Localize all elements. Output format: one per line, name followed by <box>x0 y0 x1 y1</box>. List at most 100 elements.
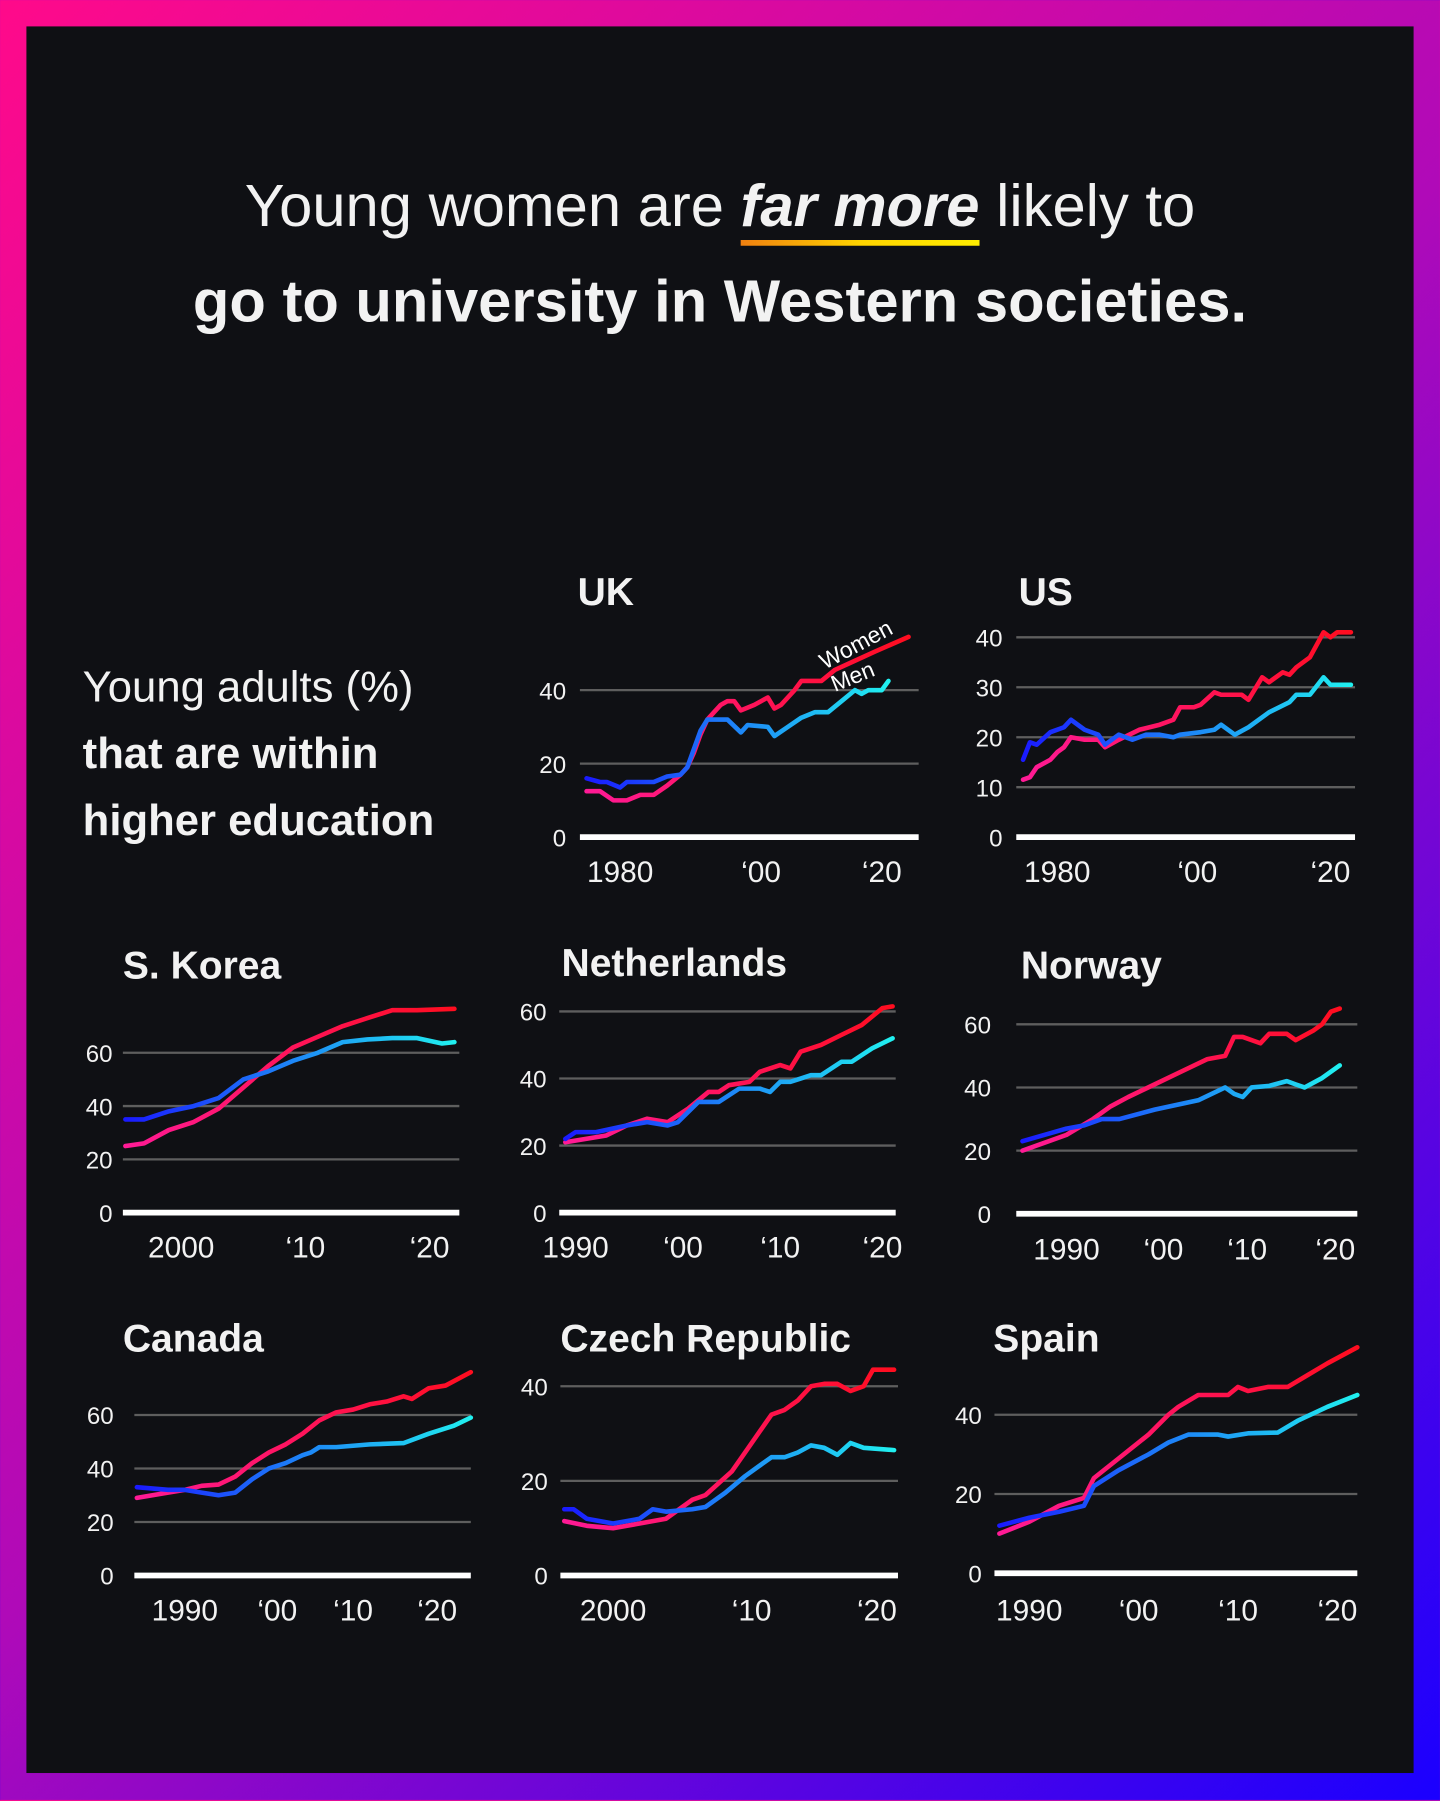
chart-title: Czech Republic <box>560 1318 851 1361</box>
series-line-men <box>584 678 891 790</box>
x-tick-label: ‘00 <box>257 1594 297 1627</box>
x-tick-label: ‘00 <box>1119 1594 1159 1627</box>
y-tick-label: 30 <box>976 675 1003 702</box>
x-tick-label: ‘20 <box>410 1231 450 1264</box>
chart-title: Norway <box>1021 944 1162 987</box>
x-tick-label: ‘20 <box>1318 1594 1358 1627</box>
headline-line-2: go to university in Western societies. <box>192 268 1248 336</box>
series-line-men <box>1020 674 1354 763</box>
side-label-line-2: that are within <box>82 730 379 779</box>
chart-title: UK <box>578 571 634 614</box>
series-line-women <box>1020 1006 1343 1153</box>
chart-title: S. Korea <box>123 944 282 987</box>
x-tick-label: ‘10 <box>285 1231 325 1264</box>
y-tick-label: 20 <box>86 1148 113 1175</box>
x-tick-label: ‘20 <box>1315 1234 1355 1267</box>
x-tick-label: 1980 <box>587 856 653 889</box>
y-tick-label: 0 <box>968 1561 981 1588</box>
x-tick-label: ‘10 <box>732 1594 772 1627</box>
y-tick-label: 40 <box>964 1076 991 1103</box>
y-tick-label: 40 <box>87 1457 114 1484</box>
chart-title: Canada <box>123 1318 264 1361</box>
y-tick-label: 0 <box>534 1564 547 1591</box>
x-tick-label: ‘20 <box>1311 856 1351 889</box>
chart-netherlands: Netherlands 0 20 40 60 1990 ‘00 ‘10 ‘20 <box>520 942 903 1264</box>
y-tick-label: 40 <box>520 1067 547 1094</box>
y-tick-label: 40 <box>976 626 1003 653</box>
series-line-men <box>1020 1063 1343 1144</box>
x-tick-label: 1980 <box>1024 856 1090 889</box>
x-tick-label: 1990 <box>1033 1234 1099 1267</box>
x-tick-label: ‘10 <box>1218 1594 1258 1627</box>
chart-canada: Canada 0 20 40 60 1990 ‘00 ‘10 ‘20 <box>87 1318 474 1627</box>
series-line-women <box>134 1369 474 1501</box>
y-tick-label: 20 <box>521 1469 548 1496</box>
series-line-women <box>123 1006 457 1149</box>
y-tick-label: 0 <box>989 825 1002 852</box>
x-tick-label: ‘10 <box>1227 1234 1267 1267</box>
x-tick-label: 1990 <box>996 1594 1062 1627</box>
x-tick-label: ‘00 <box>1144 1234 1184 1267</box>
x-tick-label: 2000 <box>580 1594 646 1627</box>
y-tick-label: 0 <box>553 825 566 852</box>
series-line-women <box>563 1004 895 1145</box>
side-label-line-1: Young adults (%) <box>82 663 414 712</box>
series-line-men <box>561 1440 897 1526</box>
x-tick-label: ‘00 <box>741 856 781 889</box>
y-tick-label: 20 <box>539 752 566 779</box>
y-tick-label: 0 <box>100 1564 113 1591</box>
y-tick-label: 0 <box>99 1201 112 1228</box>
chart-title: US <box>1019 571 1073 614</box>
chart-s-korea: S. Korea 0 20 40 60 2000 ‘10 ‘20 <box>86 944 460 1264</box>
y-tick-label: 10 <box>976 775 1003 802</box>
y-tick-label: 60 <box>86 1041 113 1068</box>
y-tick-label: 60 <box>964 1012 991 1039</box>
headline-line-1: Young women are far more likely to <box>0 172 1440 246</box>
series-line-women <box>997 1345 1360 1536</box>
chart-us: US 0 10 20 30 40 1980 ‘00 ‘20 <box>976 571 1356 889</box>
y-tick-label: 20 <box>964 1139 991 1166</box>
y-tick-label: 0 <box>533 1201 546 1228</box>
headline-text: Young women are <box>244 173 741 241</box>
x-tick-label: 2000 <box>148 1231 214 1264</box>
series-line-men <box>123 1035 457 1122</box>
chart-spain: Spain 0 20 40 1990 ‘00 ‘10 ‘20 <box>955 1318 1360 1627</box>
x-tick-label: ‘20 <box>417 1594 457 1627</box>
x-tick-label: ‘20 <box>862 856 902 889</box>
chart-czech-republic: Czech Republic 0 20 40 2000 ‘10 ‘20 <box>521 1318 898 1627</box>
series-line-women <box>584 634 911 803</box>
x-tick-label: ‘20 <box>862 1231 902 1264</box>
series-line-women <box>561 1367 897 1531</box>
y-tick-label: 40 <box>86 1094 113 1121</box>
y-tick-label: 40 <box>955 1403 982 1430</box>
y-tick-label: 60 <box>87 1403 114 1430</box>
chart-norway: Norway 0 20 40 60 1990 ‘00 ‘10 ‘20 <box>964 944 1358 1267</box>
series-line-men <box>997 1392 1360 1528</box>
x-tick-label: ‘00 <box>1177 856 1217 889</box>
y-tick-label: 20 <box>955 1482 982 1509</box>
y-tick-label: 40 <box>539 678 566 705</box>
y-tick-label: 20 <box>976 725 1003 752</box>
y-tick-label: 20 <box>87 1510 114 1537</box>
x-tick-label: ‘10 <box>760 1231 800 1264</box>
x-tick-label: 1990 <box>152 1594 218 1627</box>
x-tick-label: ‘20 <box>857 1594 897 1627</box>
series-line-women <box>1020 629 1354 783</box>
x-tick-label: ‘10 <box>333 1594 373 1627</box>
y-tick-label: 20 <box>520 1134 547 1161</box>
y-tick-label: 60 <box>520 1000 547 1027</box>
headline-text: likely to <box>979 173 1196 241</box>
series-line-men <box>134 1415 474 1498</box>
x-tick-label: 1990 <box>542 1231 608 1264</box>
chart-title: Netherlands <box>562 942 788 985</box>
headline-emphasis: far more <box>740 173 980 246</box>
y-tick-label: 0 <box>978 1202 991 1229</box>
side-label-line-3: higher education <box>82 796 435 846</box>
chart-title: Spain <box>993 1318 1099 1361</box>
y-tick-label: 40 <box>521 1374 548 1401</box>
x-tick-label: ‘00 <box>663 1231 703 1264</box>
series-line-men <box>563 1036 895 1142</box>
